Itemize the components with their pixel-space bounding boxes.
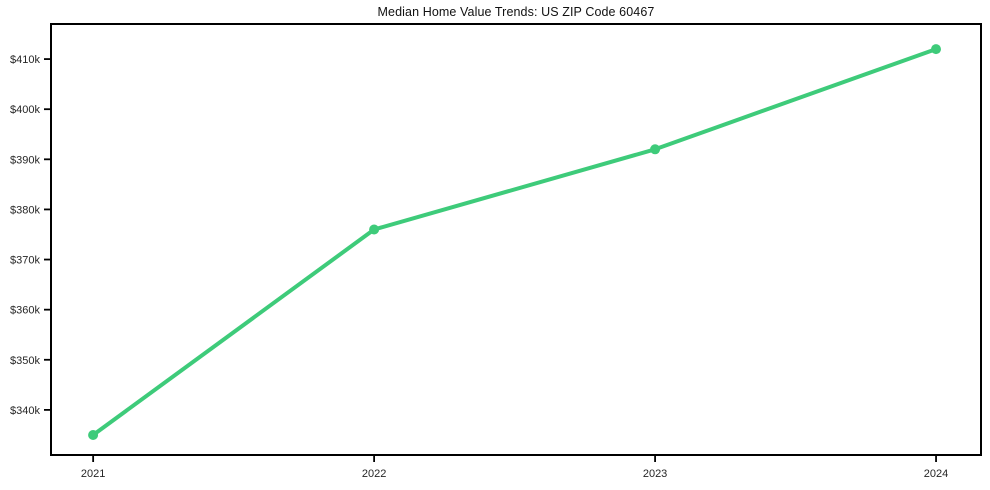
x-tick-label: 2024 xyxy=(924,468,948,480)
plot-frame xyxy=(50,23,982,456)
y-tick-label: $390k xyxy=(10,154,40,166)
x-axis: 2021 2022 2023 2024 xyxy=(81,455,948,480)
y-axis: $340k $350k $360k $370k $380k $390k $400k $410k xyxy=(10,54,51,417)
x-tick-label: 2022 xyxy=(362,468,386,480)
y-tick-label: $370k xyxy=(10,255,40,267)
data-point-marker xyxy=(931,44,941,55)
y-tick-label: $340k xyxy=(10,405,40,417)
data-point-marker xyxy=(88,430,99,440)
y-tick-label: $350k xyxy=(10,355,40,367)
trend-line xyxy=(91,47,938,437)
y-tick-label: $410k xyxy=(10,54,40,66)
y-tick-label: $380k xyxy=(10,204,40,216)
data-point-marker xyxy=(650,144,661,155)
data-point-marker xyxy=(369,224,380,235)
x-tick-label: 2023 xyxy=(643,468,667,480)
x-tick-label: 2021 xyxy=(81,468,105,480)
series-layer xyxy=(88,44,941,440)
y-tick-label: $400k xyxy=(10,104,40,116)
y-tick-label: $360k xyxy=(10,305,40,317)
chart-title: Median Home Value Trends: US ZIP Code 60… xyxy=(377,5,655,19)
